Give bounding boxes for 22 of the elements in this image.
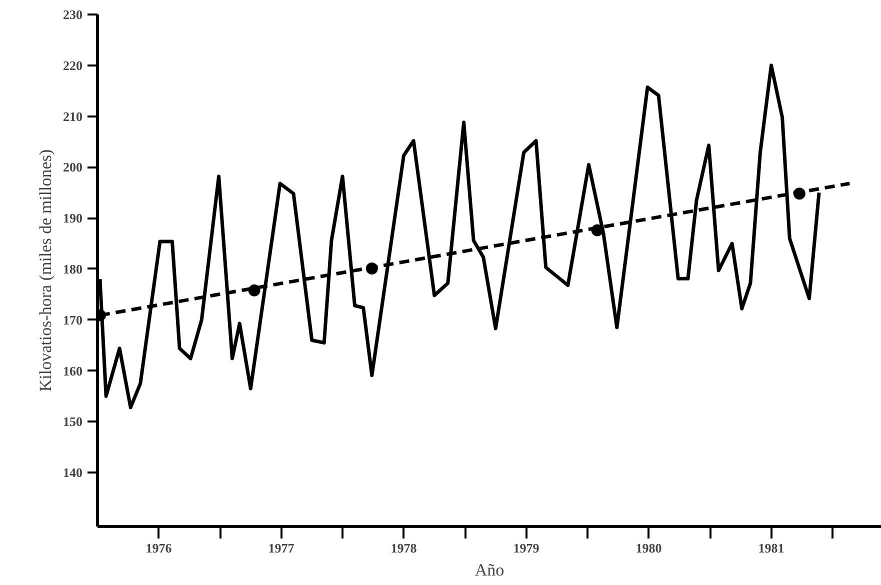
x-tick-label: 1977	[268, 540, 295, 556]
y-tick-label: 220	[63, 58, 82, 73]
x-tick-label: 1981	[758, 540, 784, 556]
y-tick-label: 160	[63, 363, 82, 378]
point	[248, 284, 260, 296]
y-tick-label: 180	[63, 261, 82, 276]
x-tick-label: 1980	[636, 540, 662, 556]
point	[366, 262, 378, 274]
x-tick-label: 1978	[390, 540, 418, 556]
x-tick-label: 1979	[513, 540, 540, 556]
y-tick-label: 170	[63, 312, 82, 328]
y-tick-label: 140	[63, 465, 82, 480]
y-tick-label: 190	[63, 210, 82, 226]
y-tick-label: 230	[63, 7, 82, 22]
x-axis-title: Año	[474, 560, 504, 580]
point	[793, 188, 806, 200]
y-tick-label: 210	[63, 108, 82, 124]
x-tick-label: 1976	[146, 540, 172, 556]
y-tick-label: 150	[63, 414, 82, 430]
y-axis-title: Kilovatios-hora (miles de millones)	[36, 149, 55, 392]
y-tick-label: 200	[63, 160, 82, 175]
point	[591, 224, 604, 236]
